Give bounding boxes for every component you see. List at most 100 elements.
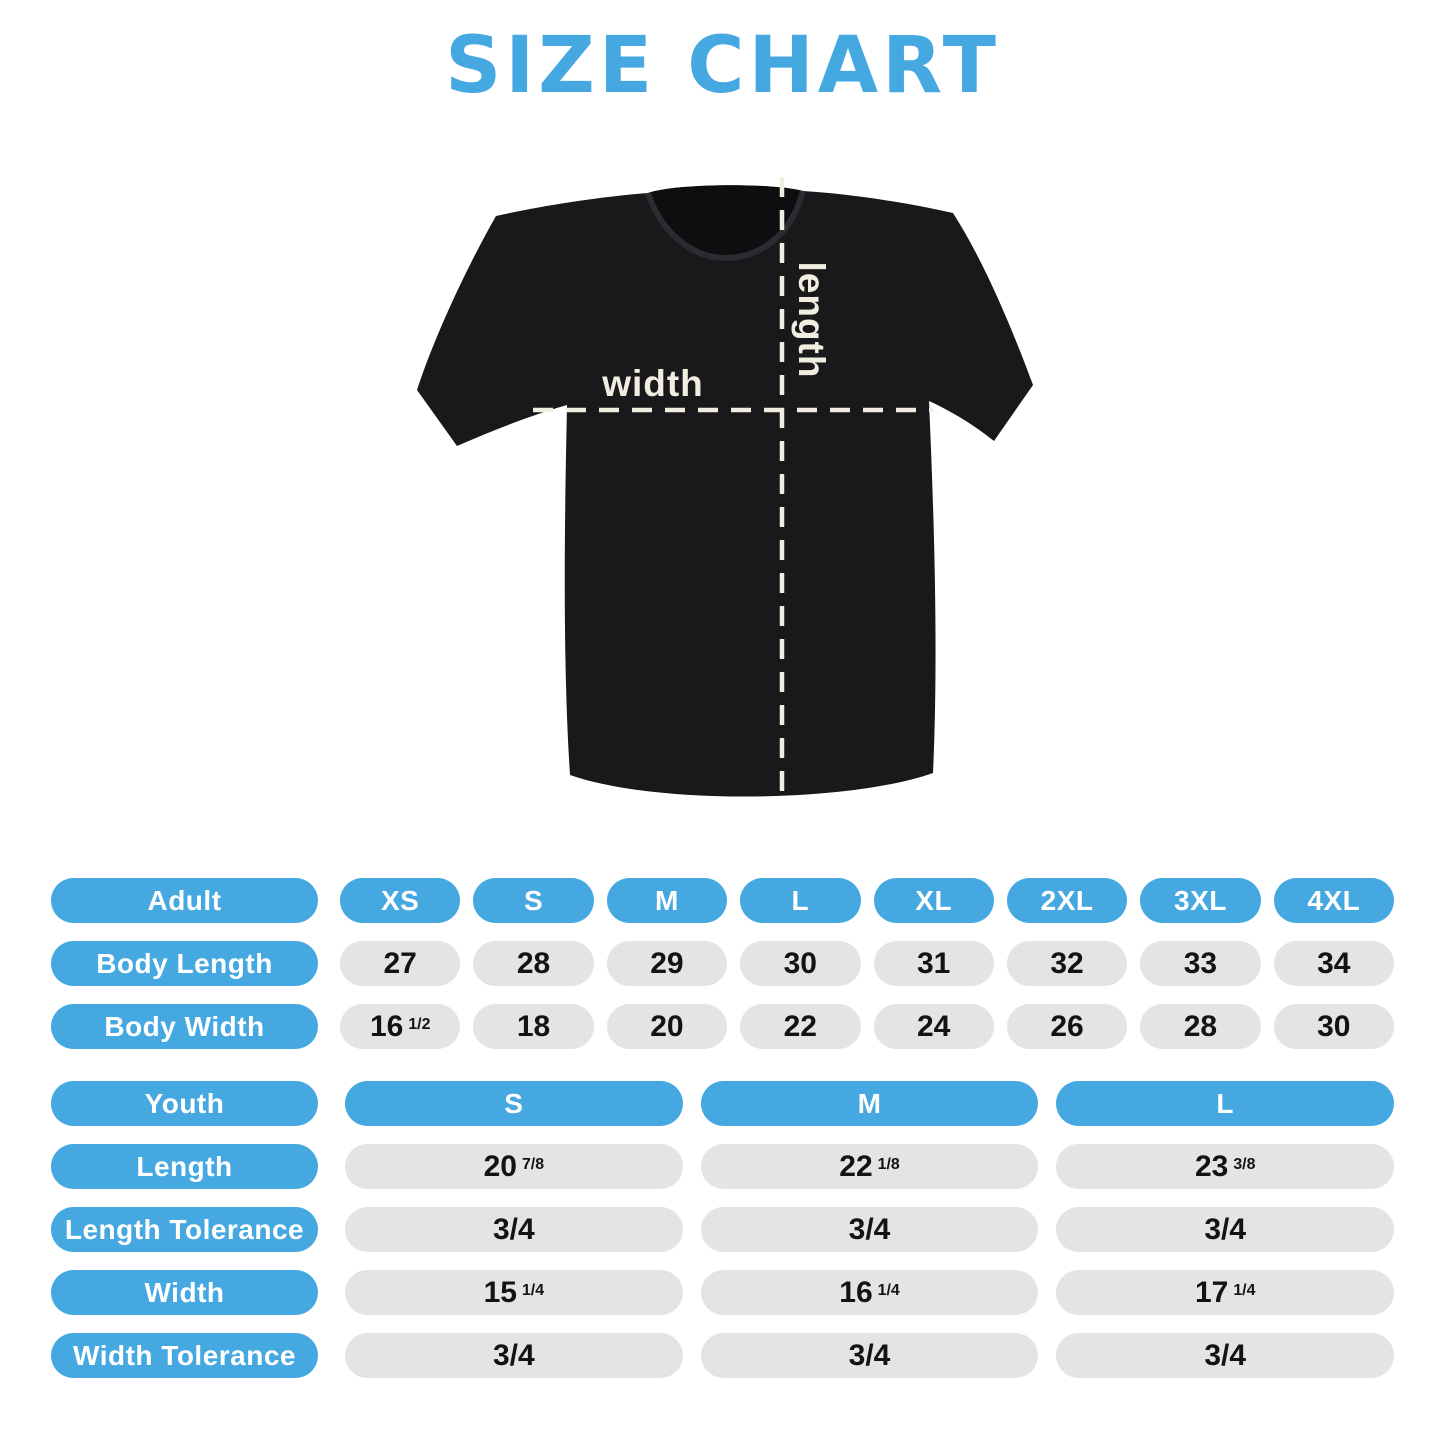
adult-col-header-2xl: 2XL <box>1006 878 1128 924</box>
size-value-cell: 3/4 <box>1056 1207 1395 1253</box>
size-value-cell: 17 1/4 <box>1056 1270 1395 1316</box>
value-whole: 3/4 <box>848 1212 891 1246</box>
value-whole: 30 <box>1317 1009 1351 1043</box>
size-value-cell: 29 <box>606 941 728 987</box>
value-whole: 18 <box>516 1009 551 1043</box>
value-whole: 16 <box>369 1009 404 1043</box>
value-whole: 3/4 <box>492 1338 535 1372</box>
adult-col-header-l: L <box>740 878 861 924</box>
value-whole: 28 <box>1183 1009 1218 1043</box>
size-value-cell: 3/4 <box>700 1333 1039 1379</box>
row-label: Length Tolerance <box>51 1207 318 1253</box>
size-value-cell: 34 <box>1273 941 1394 987</box>
adult-header-row: Adult XS S M L XL 2XL 3XL 4XL <box>51 878 1394 924</box>
shirt-diagram: width length <box>0 163 1445 878</box>
tshirt-graphic: width length <box>416 177 1033 804</box>
size-value-cell: 22 <box>740 1004 861 1050</box>
value-whole: 29 <box>650 946 684 980</box>
size-value-cell: 22 1/8 <box>700 1144 1039 1190</box>
value-whole: 20 <box>650 1009 684 1043</box>
size-value-cell: 3/4 <box>345 1207 683 1253</box>
size-value-cell: 24 <box>873 1004 994 1050</box>
size-value-cell: 28 <box>473 941 594 987</box>
value-whole: 24 <box>917 1009 951 1043</box>
value-whole: 22 <box>783 1009 817 1043</box>
value-whole: 3/4 <box>1204 1212 1247 1246</box>
value-whole: 3/4 <box>492 1212 535 1246</box>
value-whole: 33 <box>1183 946 1218 980</box>
size-value-cell: 15 1/4 <box>345 1270 683 1316</box>
tshirt-collar-band <box>644 190 806 262</box>
size-value-cell: 16 1/2 <box>340 1004 461 1050</box>
youth-width-tolerance-row: Width Tolerance 3/4 3/4 3/4 <box>51 1333 1395 1379</box>
size-value-cell: 30 <box>740 941 861 987</box>
youth-col-header-m: M <box>700 1081 1039 1127</box>
youth-width-row: Width 15 1/4 16 1/4 17 1/4 <box>51 1270 1395 1316</box>
value-fraction: 3/8 <box>1233 1155 1256 1173</box>
value-whole: 3/4 <box>848 1338 891 1372</box>
adult-col-header-xl: XL <box>873 878 994 924</box>
length-label: length <box>791 262 832 379</box>
size-value-cell: 26 <box>1006 1004 1128 1050</box>
value-fraction: 1/4 <box>521 1281 545 1299</box>
value-whole: 3/4 <box>1204 1338 1247 1372</box>
size-value-cell: 23 3/8 <box>1056 1144 1395 1190</box>
row-label: Length <box>51 1144 318 1190</box>
value-fraction: 7/8 <box>521 1155 545 1173</box>
size-value-cell: 3/4 <box>1056 1333 1395 1379</box>
youth-length-tolerance-row: Length Tolerance 3/4 3/4 3/4 <box>51 1207 1395 1253</box>
row-label: Body Length <box>51 941 318 987</box>
size-value-cell: 3/4 <box>700 1207 1039 1253</box>
value-whole: 17 <box>1194 1275 1229 1309</box>
size-value-cell: 18 <box>473 1004 594 1050</box>
youth-row-header: Youth <box>51 1081 318 1127</box>
youth-size-table: Youth S M L Length 20 7/8 22 1/8 23 3/8 Len… <box>51 1081 1395 1379</box>
size-value-cell: 16 1/4 <box>700 1270 1039 1316</box>
value-whole: 26 <box>1050 1009 1084 1043</box>
body-width-row: Body Width 16 1/2 18 20 22 24 26 28 30 <box>51 1004 1394 1050</box>
row-label: Width <box>51 1270 318 1316</box>
size-value-cell: 30 <box>1273 1004 1394 1050</box>
size-value-cell: 31 <box>873 941 994 987</box>
adult-col-header-4xl: 4XL <box>1273 878 1394 924</box>
youth-col-header-s: S <box>345 1081 683 1127</box>
value-whole: 20 <box>483 1149 517 1183</box>
adult-col-header-m: M <box>606 878 728 924</box>
size-value-cell: 28 <box>1140 1004 1261 1050</box>
page-title: SIZE CHART <box>445 21 1000 111</box>
tshirt-collar-opening <box>647 185 803 259</box>
section-divider-gap <box>51 1067 1394 1081</box>
size-value-cell: 3/4 <box>345 1333 683 1379</box>
body-length-row: Body Length 27 28 29 30 31 32 33 34 <box>51 941 1394 987</box>
adult-row-header: Adult <box>51 878 318 924</box>
size-value-cell: 33 <box>1140 941 1261 987</box>
adult-size-table: Adult XS S M L XL 2XL 3XL 4XL Body Lengt… <box>51 878 1394 1050</box>
adult-col-header-s: S <box>473 878 594 924</box>
adult-col-header-xs: XS <box>340 878 461 924</box>
row-label: Width Tolerance <box>51 1333 318 1379</box>
size-value-cell: 27 <box>340 941 461 987</box>
value-whole: 16 <box>839 1275 873 1309</box>
value-whole: 15 <box>483 1275 517 1309</box>
size-value-cell: 32 <box>1006 941 1128 987</box>
value-whole: 22 <box>839 1149 873 1183</box>
size-value-cell: 20 <box>606 1004 728 1050</box>
value-fraction: 1/2 <box>408 1015 431 1033</box>
value-fraction: 1/8 <box>877 1155 900 1173</box>
youth-col-header-l: L <box>1056 1081 1395 1127</box>
value-whole: 32 <box>1050 946 1084 980</box>
value-whole: 31 <box>917 946 951 980</box>
adult-col-header-3xl: 3XL <box>1140 878 1261 924</box>
value-whole: 34 <box>1317 946 1351 980</box>
value-whole: 27 <box>383 946 417 980</box>
size-value-cell: 20 7/8 <box>345 1144 683 1190</box>
row-label: Body Width <box>51 1004 318 1050</box>
value-whole: 23 <box>1194 1149 1229 1183</box>
value-whole: 30 <box>783 946 817 980</box>
tshirt-body <box>416 185 1033 797</box>
value-whole: 28 <box>516 946 551 980</box>
youth-length-row: Length 20 7/8 22 1/8 23 3/8 <box>51 1144 1395 1190</box>
value-fraction: 1/4 <box>1233 1281 1256 1299</box>
width-label: width <box>601 363 704 404</box>
